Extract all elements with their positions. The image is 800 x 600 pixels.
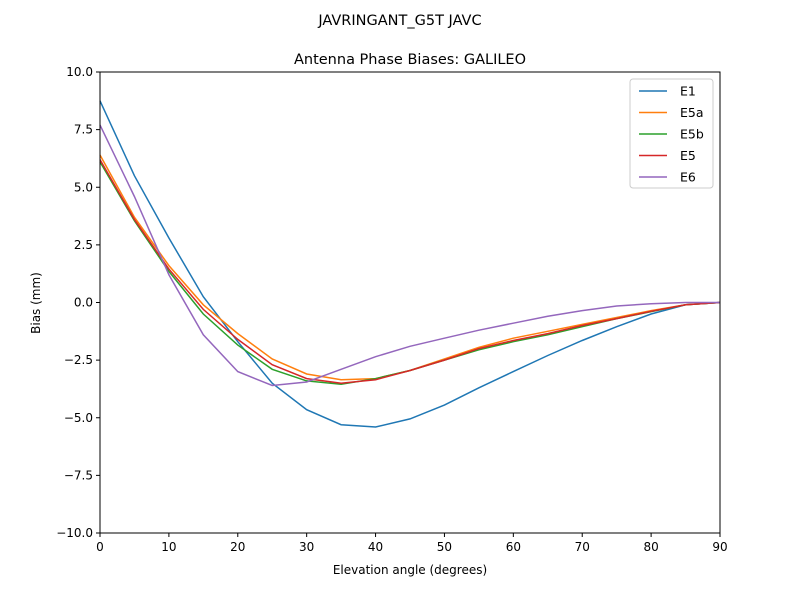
y-tick-label: 2.5 bbox=[74, 238, 93, 252]
legend-box bbox=[629, 78, 714, 189]
legend-label-e5a: E5a bbox=[680, 105, 704, 120]
figure-suptitle: JAVRINGANT_G5T JAVC bbox=[317, 13, 481, 29]
x-tick-label: 30 bbox=[299, 540, 314, 554]
series-line-e1 bbox=[99, 100, 721, 428]
legend-label-e5b: E5b bbox=[680, 127, 704, 142]
x-tick-label: 80 bbox=[643, 540, 658, 554]
legend-label-e6: E6 bbox=[680, 170, 696, 185]
y-tick-label: 0.0 bbox=[74, 296, 93, 310]
x-tick-label: 40 bbox=[368, 540, 383, 554]
x-tick-label: 20 bbox=[230, 540, 245, 554]
series-line-e5b bbox=[99, 161, 721, 386]
legend-label-e5: E5 bbox=[680, 148, 696, 163]
x-tick-label: 10 bbox=[161, 540, 176, 554]
y-tick-label: 5.0 bbox=[74, 180, 93, 194]
series-line-e6 bbox=[99, 124, 720, 387]
legend-label-e1: E1 bbox=[680, 84, 696, 99]
y-tick-label: 7.5 bbox=[74, 123, 93, 137]
x-tick-label: 60 bbox=[506, 540, 521, 554]
plot-frame bbox=[99, 71, 721, 534]
y-tick-label: 10.0 bbox=[66, 65, 93, 79]
y-tick-label: −2.5 bbox=[64, 353, 93, 367]
x-tick-label: 70 bbox=[575, 540, 590, 554]
y-axis-label: Bias (mm) bbox=[29, 272, 43, 334]
x-tick-label: 0 bbox=[96, 540, 104, 554]
series-line-e5 bbox=[99, 159, 721, 384]
x-tick-label: 90 bbox=[712, 540, 727, 554]
x-axis-label: Elevation angle (degrees) bbox=[333, 563, 487, 577]
y-tick-label: −7.5 bbox=[64, 468, 93, 482]
y-tick-label: −10.0 bbox=[56, 526, 93, 540]
x-tick-label: 50 bbox=[437, 540, 452, 554]
y-tick-label: −5.0 bbox=[64, 411, 93, 425]
chart-title: Antenna Phase Biases: GALILEO bbox=[294, 52, 526, 68]
